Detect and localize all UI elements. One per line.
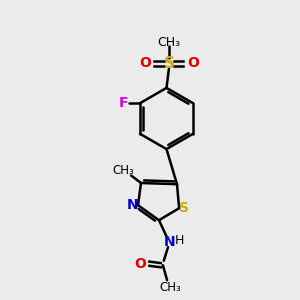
Text: S: S <box>179 201 189 215</box>
Text: F: F <box>118 96 128 110</box>
Text: O: O <box>139 56 151 70</box>
Text: O: O <box>187 56 199 70</box>
Text: CH₃: CH₃ <box>159 281 181 294</box>
Text: N: N <box>127 198 139 212</box>
Text: CH₃: CH₃ <box>157 36 181 49</box>
Text: O: O <box>134 257 146 271</box>
Text: H: H <box>174 234 184 247</box>
Text: S: S <box>164 56 174 71</box>
Text: N: N <box>164 235 175 249</box>
Text: CH₃: CH₃ <box>113 164 134 177</box>
